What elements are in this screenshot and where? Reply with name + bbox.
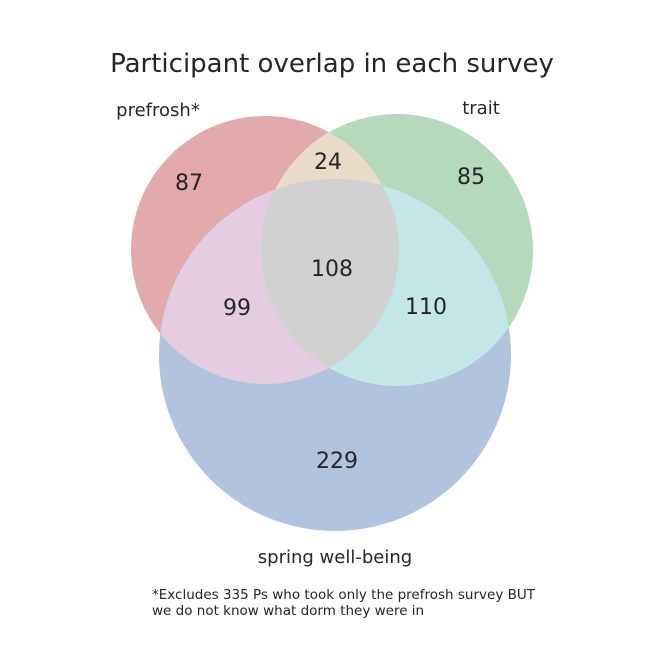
chart-title: Participant overlap in each survey xyxy=(110,49,554,79)
region-label-prefrosh-trait: 24 xyxy=(314,150,342,175)
region-label-all-three: 108 xyxy=(311,257,353,282)
region-label-prefrosh-spring: 99 xyxy=(223,296,251,321)
all-three-overlap xyxy=(261,179,399,384)
set-label-prefrosh: prefrosh* xyxy=(116,100,200,121)
region-label-prefrosh-only: 87 xyxy=(175,171,203,196)
region-label-trait-spring: 110 xyxy=(405,295,447,320)
region-label-spring-only: 229 xyxy=(316,449,358,474)
set-label-spring: spring well-being xyxy=(258,547,412,568)
footnote-line-2: we do not know what dorm they were in xyxy=(152,603,425,619)
set-labels: prefrosh* trait spring well-being xyxy=(116,98,500,568)
venn-regions xyxy=(131,114,533,531)
footnote: *Excludes 335 Ps who took only the prefr… xyxy=(152,587,552,619)
footnote-line-1: *Excludes 335 Ps who took only the prefr… xyxy=(152,587,535,603)
region-labels: 87 24 85 108 99 110 229 xyxy=(175,150,485,474)
region-label-trait-only: 85 xyxy=(457,165,485,190)
set-label-trait: trait xyxy=(462,98,500,119)
